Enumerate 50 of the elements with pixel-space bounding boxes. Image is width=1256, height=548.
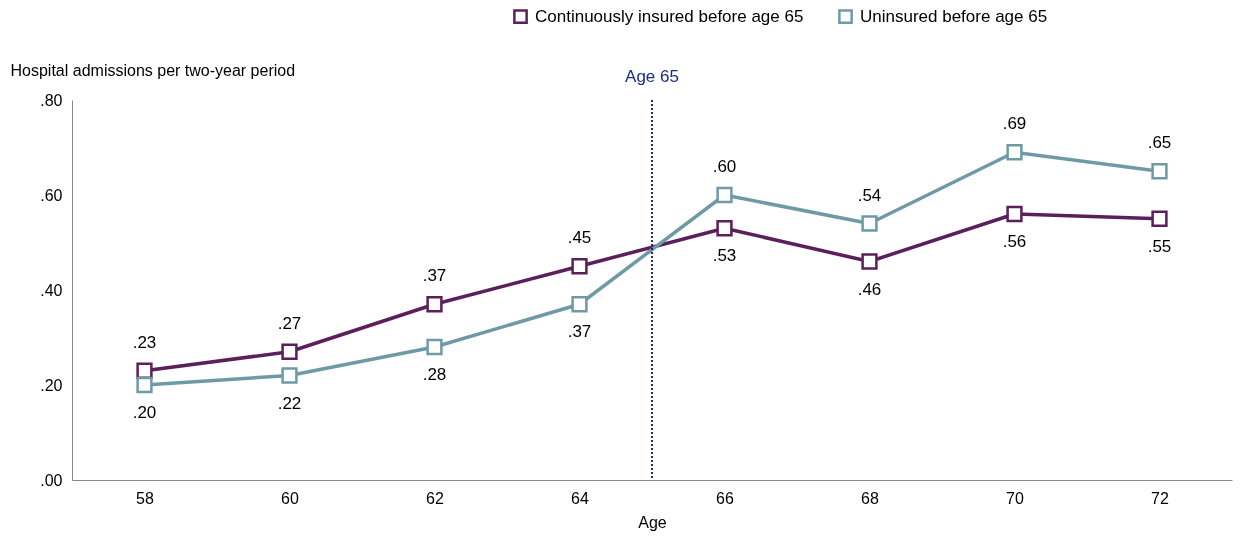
x-tick-label: 60	[281, 489, 299, 507]
data-label: .27	[277, 313, 302, 333]
point	[426, 296, 443, 313]
data-label: .37	[422, 266, 447, 286]
data-label: .55	[1147, 236, 1172, 256]
data-label: .37	[567, 322, 592, 342]
y-tick-label: .20	[40, 376, 63, 394]
point	[136, 376, 153, 394]
point	[716, 186, 733, 204]
data-label: .65	[1147, 133, 1172, 153]
data-label: .60	[712, 157, 737, 176]
x-tick-label: 68	[861, 489, 879, 507]
ref-line-label: Age 65	[625, 67, 679, 86]
y-tick-label: .40	[40, 281, 63, 299]
data-label: .46	[857, 279, 882, 299]
data-label: .45	[567, 228, 592, 248]
point	[426, 338, 443, 356]
data-label: .20	[132, 403, 157, 422]
point	[1151, 163, 1168, 180]
point	[571, 258, 588, 275]
y-tick-label: .00	[40, 471, 63, 489]
point	[1151, 210, 1168, 227]
legend-label: Uninsured before age 65	[860, 6, 1048, 26]
point	[571, 296, 588, 313]
x-tick-label: 58	[136, 489, 154, 507]
data-label: .28	[422, 365, 447, 384]
x-tick-label: 66	[716, 489, 734, 507]
x-tick-label: 62	[426, 489, 444, 507]
data-label: .53	[712, 246, 737, 266]
x-tick-label: 70	[1006, 489, 1024, 507]
x-axis-title: Age	[638, 513, 667, 531]
y-tick-label: .60	[40, 186, 63, 204]
data-label: .54	[857, 185, 882, 205]
y-axis-title: Hospital admissions per two-year period	[10, 61, 296, 79]
point	[861, 253, 878, 270]
y-tick-label: .80	[40, 91, 63, 109]
point	[716, 220, 733, 237]
point	[1006, 205, 1023, 223]
legend-label: Continuously insured before age 65	[535, 6, 804, 26]
point	[281, 367, 298, 384]
x-tick-label: 64	[571, 489, 589, 507]
data-label: .56	[1002, 232, 1027, 251]
data-label: .69	[1002, 114, 1027, 134]
point	[281, 343, 298, 360]
point	[136, 362, 153, 379]
data-label: .22	[277, 393, 302, 413]
point	[1006, 144, 1023, 161]
data-label: .23	[132, 332, 157, 352]
x-tick-label: 72	[1151, 489, 1169, 507]
point	[861, 215, 878, 232]
